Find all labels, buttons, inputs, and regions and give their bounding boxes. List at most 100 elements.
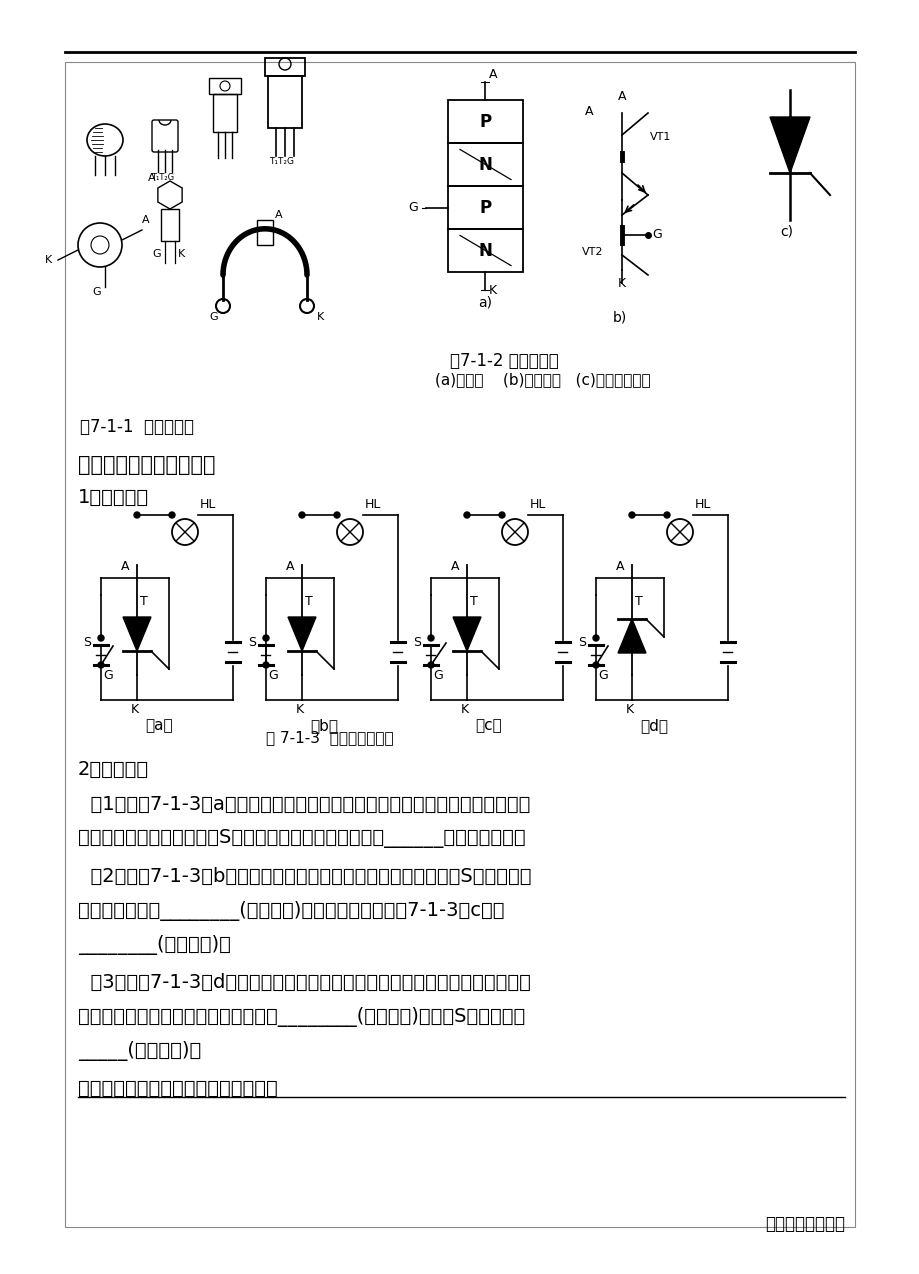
Text: G: G bbox=[433, 669, 442, 682]
Circle shape bbox=[263, 662, 268, 668]
Circle shape bbox=[134, 512, 140, 519]
Text: G: G bbox=[152, 248, 161, 259]
Bar bbox=[448, 143, 522, 186]
Text: A: A bbox=[450, 561, 459, 573]
Text: ________(亮、不亮)。: ________(亮、不亮)。 bbox=[78, 935, 231, 956]
Text: G: G bbox=[103, 669, 113, 682]
Text: S: S bbox=[248, 636, 255, 648]
Text: 极，阴极接电源正极。将开关闭合，灯________(亮、不亮)；开关S不闭合，灯: 极，阴极接电源正极。将开关闭合，灯________(亮、不亮)；开关S不闭合，灯 bbox=[78, 1006, 525, 1027]
Text: 益阳高级技工学校: 益阳高级技工学校 bbox=[765, 1215, 844, 1233]
Bar bbox=[265, 59, 305, 76]
Circle shape bbox=[427, 634, 434, 641]
Bar bbox=[209, 78, 241, 94]
Text: A: A bbox=[121, 561, 130, 573]
Text: 图 7-1-3  晶闸管导通试验: 图 7-1-3 晶闸管导通试验 bbox=[266, 730, 393, 745]
Text: K: K bbox=[625, 703, 633, 716]
Text: K: K bbox=[317, 312, 323, 322]
Text: HL: HL bbox=[365, 498, 381, 511]
Text: K: K bbox=[45, 255, 52, 265]
Circle shape bbox=[593, 662, 598, 668]
Text: K: K bbox=[618, 276, 626, 290]
Text: （1）如图7-1-3（a）所示电路中，晶闸管加正向电压，即晶闸管阳极接电源正: （1）如图7-1-3（a）所示电路中，晶闸管加正向电压，即晶闸管阳极接电源正 bbox=[78, 795, 529, 814]
Text: （3）如图7-1-3（d）所示电路中，晶闸管加反向电压，即晶闸管阳极接电源负: （3）如图7-1-3（d）所示电路中，晶闸管加反向电压，即晶闸管阳极接电源负 bbox=[78, 973, 530, 992]
Polygon shape bbox=[123, 617, 151, 651]
Text: S: S bbox=[83, 636, 91, 648]
Text: VT2: VT2 bbox=[582, 247, 603, 257]
Text: 2、测试步骤: 2、测试步骤 bbox=[78, 761, 149, 778]
Bar bbox=[448, 99, 522, 143]
Circle shape bbox=[427, 662, 434, 668]
Bar bbox=[65, 62, 854, 1227]
Circle shape bbox=[664, 512, 669, 519]
Text: c): c) bbox=[779, 224, 792, 238]
Text: T: T bbox=[634, 595, 642, 608]
Circle shape bbox=[98, 634, 104, 641]
Text: S: S bbox=[413, 636, 421, 648]
Text: 1、测试电路: 1、测试电路 bbox=[78, 488, 149, 507]
Text: A: A bbox=[275, 210, 282, 220]
Text: G: G bbox=[92, 287, 100, 297]
Text: P: P bbox=[479, 112, 491, 130]
Text: S: S bbox=[577, 636, 585, 648]
Circle shape bbox=[593, 634, 598, 641]
Text: P: P bbox=[479, 199, 491, 217]
Text: K: K bbox=[488, 284, 496, 297]
Circle shape bbox=[98, 662, 104, 668]
Text: (a)结构图    (b)等效电路   (c)电路图形符号: (a)结构图 (b)等效电路 (c)电路图形符号 bbox=[435, 372, 650, 387]
Text: A: A bbox=[142, 215, 150, 225]
Circle shape bbox=[334, 512, 340, 519]
Text: （c）: （c） bbox=[475, 719, 502, 733]
Text: （a）: （a） bbox=[145, 719, 173, 733]
Text: N: N bbox=[478, 155, 492, 173]
Text: G: G bbox=[209, 312, 218, 322]
Text: T: T bbox=[305, 595, 312, 608]
Text: A: A bbox=[618, 90, 626, 103]
Text: _____(亮、不亮)。: _____(亮、不亮)。 bbox=[78, 1041, 201, 1061]
Circle shape bbox=[169, 512, 175, 519]
Circle shape bbox=[629, 512, 634, 519]
Text: G: G bbox=[267, 669, 278, 682]
Polygon shape bbox=[288, 617, 315, 651]
Text: G: G bbox=[407, 200, 417, 214]
Circle shape bbox=[299, 512, 305, 519]
Text: a): a) bbox=[478, 296, 492, 310]
Bar bbox=[448, 186, 522, 229]
Bar bbox=[213, 94, 237, 132]
Text: K: K bbox=[296, 703, 304, 716]
Text: T₁T₂G: T₁T₂G bbox=[151, 173, 174, 182]
Text: 灯泡的状态。灯________(亮、不亮)；再将开关打开如图7-1-3（c）灯: 灯泡的状态。灯________(亮、不亮)；再将开关打开如图7-1-3（c）灯 bbox=[78, 901, 504, 921]
Bar bbox=[161, 209, 179, 241]
Text: 图7-1-2 普通晶闸管: 图7-1-2 普通晶闸管 bbox=[449, 352, 558, 369]
Polygon shape bbox=[452, 617, 481, 651]
Bar bbox=[267, 76, 301, 127]
Text: HL: HL bbox=[199, 498, 216, 511]
Text: G: G bbox=[652, 228, 661, 241]
Text: 单向晶闸管工作条件测试: 单向晶闸管工作条件测试 bbox=[78, 455, 215, 475]
Text: （2）如图7-1-3（b）所示的电路中，晶闸管加正向电压，且开关S闭合。观察: （2）如图7-1-3（b）所示的电路中，晶闸管加正向电压，且开关S闭合。观察 bbox=[78, 868, 531, 885]
Text: HL: HL bbox=[529, 498, 546, 511]
Text: K: K bbox=[130, 703, 139, 716]
Text: A: A bbox=[616, 561, 624, 573]
Text: 实验总结晶闸管导通必须具备的条件是: 实验总结晶闸管导通必须具备的条件是 bbox=[78, 1079, 278, 1098]
Text: K: K bbox=[460, 703, 469, 716]
Text: （d）: （d） bbox=[640, 719, 667, 733]
Polygon shape bbox=[769, 117, 809, 173]
Text: A: A bbox=[488, 68, 496, 82]
Text: b): b) bbox=[612, 310, 627, 324]
Circle shape bbox=[498, 512, 505, 519]
Polygon shape bbox=[618, 619, 645, 654]
Bar bbox=[256, 220, 273, 245]
Text: A: A bbox=[286, 561, 294, 573]
Text: T: T bbox=[140, 595, 148, 608]
Text: N: N bbox=[478, 242, 492, 260]
Text: A: A bbox=[584, 104, 593, 118]
Text: VT1: VT1 bbox=[650, 132, 671, 141]
Text: T: T bbox=[470, 595, 477, 608]
Text: （b）: （b） bbox=[310, 719, 337, 733]
Circle shape bbox=[463, 512, 470, 519]
Text: T₁T₂G: T₁T₂G bbox=[268, 157, 294, 166]
Text: 极，阴极接电源负极。开关S不闭合，观察灯泡的状态。灯______（亮、不亮）。: 极，阴极接电源负极。开关S不闭合，观察灯泡的状态。灯______（亮、不亮）。 bbox=[78, 829, 525, 848]
Text: K: K bbox=[177, 248, 185, 259]
Text: A: A bbox=[148, 173, 155, 183]
Circle shape bbox=[263, 634, 268, 641]
